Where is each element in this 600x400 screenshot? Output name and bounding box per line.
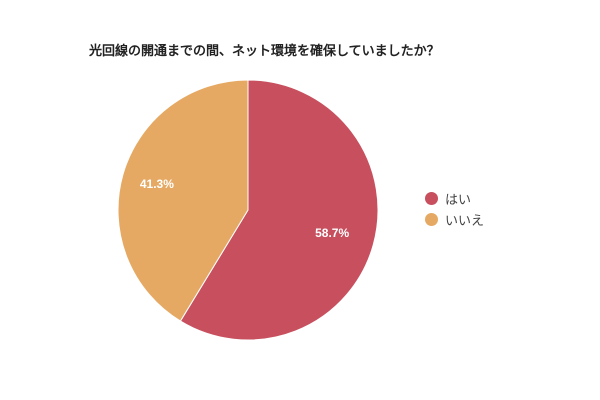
- legend-dot-icon: [425, 213, 438, 226]
- slice-label-yes: 58.7%: [315, 225, 350, 240]
- legend: はい いいえ: [425, 188, 484, 230]
- legend-item-yes[interactable]: はい: [425, 188, 484, 209]
- legend-dot-icon: [425, 192, 438, 205]
- legend-item-no[interactable]: いいえ: [425, 209, 484, 230]
- slice-no[interactable]: [117, 79, 249, 322]
- legend-label: いいえ: [445, 214, 485, 229]
- chart-title: 光回線の開通までの間、ネット環境を確保していましたか？: [89, 44, 440, 59]
- slice-label-no: 41.3%: [139, 176, 174, 191]
- slice-yes[interactable]: [179, 79, 379, 341]
- legend-label: はい: [445, 193, 472, 208]
